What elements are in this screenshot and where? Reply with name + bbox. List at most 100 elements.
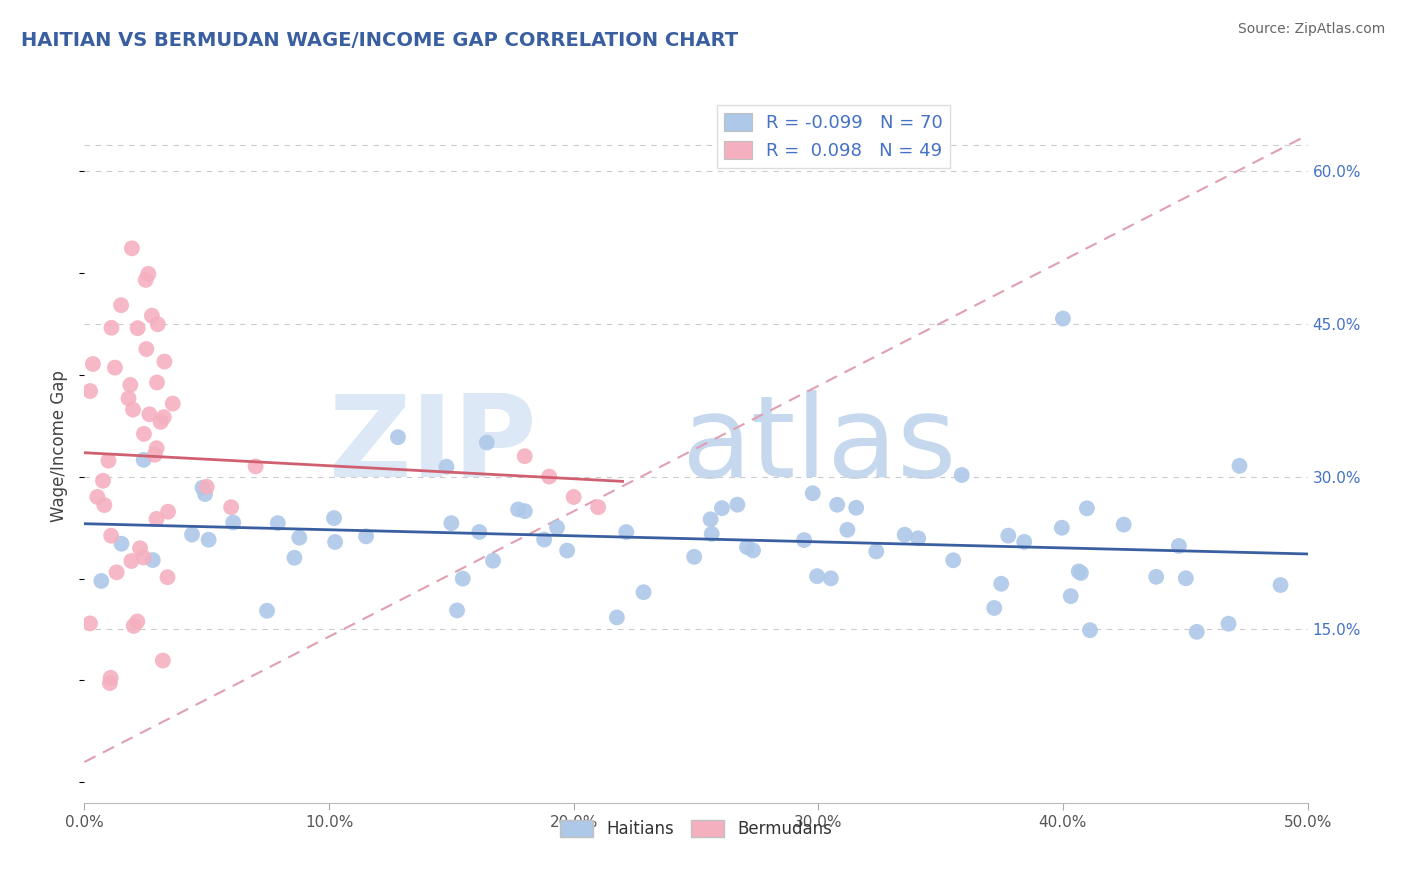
Point [513, 504, 536, 518]
Point [82, 357, 104, 371]
Point [145, 512, 167, 526]
Point [86, 490, 108, 504]
Point [700, 527, 723, 541]
Point [538, 469, 561, 483]
Point [97, 453, 120, 467]
Point [117, 392, 139, 406]
Point [1270, 578, 1292, 592]
Point [90, 574, 112, 588]
Point [283, 550, 305, 565]
Point [132, 452, 155, 467]
Point [195, 480, 218, 494]
Point [436, 459, 458, 474]
Point [79, 384, 101, 398]
Point [132, 426, 155, 441]
Text: HAITIAN VS BERMUDAN WAGE/INCOME GAP CORRELATION CHART: HAITIAN VS BERMUDAN WAGE/INCOME GAP CORR… [21, 31, 738, 50]
Point [93, 498, 115, 512]
Point [683, 549, 706, 564]
Point [1078, 623, 1101, 637]
Point [120, 554, 142, 568]
Point [197, 533, 219, 547]
Point [614, 524, 637, 539]
Point [127, 321, 149, 335]
Point [586, 500, 609, 515]
Point [1112, 517, 1135, 532]
Point [735, 540, 758, 554]
Point [142, 553, 165, 567]
Point [79, 616, 101, 631]
Point [562, 490, 585, 504]
Point [555, 543, 578, 558]
Point [806, 569, 828, 583]
Point [865, 544, 887, 558]
Point [100, 671, 122, 685]
Point [1060, 589, 1083, 603]
Point [157, 505, 180, 519]
Point [245, 459, 267, 474]
Point [533, 533, 555, 547]
Point [997, 529, 1019, 543]
Point [152, 410, 174, 425]
Point [152, 654, 174, 668]
Point [138, 407, 160, 421]
Point [1144, 570, 1167, 584]
Point [105, 566, 128, 580]
Point [793, 533, 815, 547]
Point [222, 516, 245, 530]
Point [156, 570, 179, 584]
Point [127, 615, 149, 629]
Point [893, 527, 915, 541]
Point [508, 502, 530, 516]
Text: Source: ZipAtlas.com: Source: ZipAtlas.com [1237, 22, 1385, 37]
Point [1067, 565, 1090, 579]
Point [451, 572, 474, 586]
Point [1229, 458, 1251, 473]
Point [122, 619, 145, 633]
Point [387, 430, 409, 444]
Point [1167, 539, 1189, 553]
Point [801, 486, 824, 500]
Text: ZIP: ZIP [329, 391, 537, 501]
Point [942, 553, 965, 567]
Point [191, 481, 214, 495]
Point [983, 601, 1005, 615]
Point [468, 524, 491, 539]
Point [129, 541, 152, 556]
Point [990, 576, 1012, 591]
Point [633, 585, 655, 599]
Point [1012, 535, 1035, 549]
Text: atlas: atlas [681, 391, 956, 501]
Point [194, 487, 217, 501]
Point [143, 448, 166, 462]
Point [149, 415, 172, 429]
Point [482, 554, 505, 568]
Point [820, 571, 842, 585]
Point [162, 396, 184, 410]
Point [475, 435, 498, 450]
Point [141, 309, 163, 323]
Point [1076, 501, 1098, 516]
Point [1050, 521, 1073, 535]
Point [256, 604, 278, 618]
Point [100, 320, 122, 334]
Point [153, 354, 176, 368]
Point [135, 342, 157, 356]
Point [742, 543, 765, 558]
Point [845, 500, 868, 515]
Point [181, 527, 204, 541]
Point [1052, 311, 1074, 326]
Point [1185, 624, 1208, 639]
Point [132, 550, 155, 565]
Point [725, 498, 748, 512]
Point [136, 267, 159, 281]
Point [288, 531, 311, 545]
Point [91, 474, 114, 488]
Y-axis label: Wage/Income Gap: Wage/Income Gap [51, 370, 69, 522]
Point [1218, 616, 1240, 631]
Point [710, 501, 733, 516]
Point [100, 529, 122, 543]
Point [122, 402, 145, 417]
Point [219, 500, 242, 515]
Point [323, 511, 346, 525]
Point [135, 273, 157, 287]
